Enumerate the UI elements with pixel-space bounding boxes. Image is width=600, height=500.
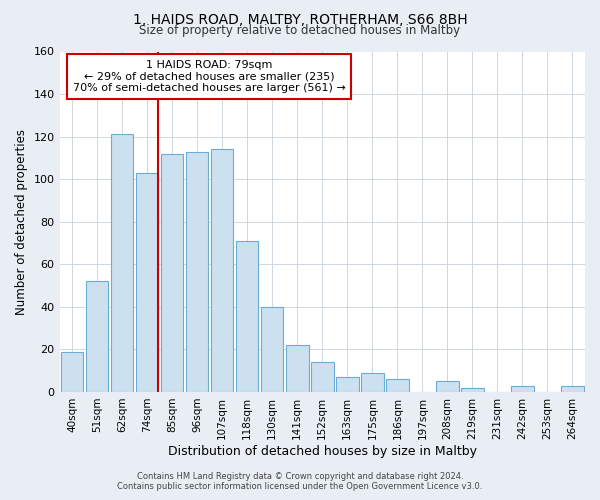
Bar — [86, 282, 109, 392]
Bar — [436, 382, 458, 392]
Bar — [136, 173, 158, 392]
Bar — [461, 388, 484, 392]
Bar — [211, 150, 233, 392]
Bar — [161, 154, 184, 392]
Bar — [311, 362, 334, 392]
Bar — [386, 379, 409, 392]
Bar — [336, 377, 359, 392]
Text: 1 HAIDS ROAD: 79sqm
← 29% of detached houses are smaller (235)
70% of semi-detac: 1 HAIDS ROAD: 79sqm ← 29% of detached ho… — [73, 60, 346, 93]
Text: 1, HAIDS ROAD, MALTBY, ROTHERHAM, S66 8BH: 1, HAIDS ROAD, MALTBY, ROTHERHAM, S66 8B… — [133, 12, 467, 26]
Bar — [186, 152, 208, 392]
Bar — [561, 386, 584, 392]
Y-axis label: Number of detached properties: Number of detached properties — [15, 128, 28, 314]
Bar — [236, 241, 259, 392]
Text: Contains HM Land Registry data © Crown copyright and database right 2024.
Contai: Contains HM Land Registry data © Crown c… — [118, 472, 482, 491]
X-axis label: Distribution of detached houses by size in Maltby: Distribution of detached houses by size … — [168, 444, 477, 458]
Bar — [61, 352, 83, 392]
Bar — [511, 386, 534, 392]
Bar — [361, 373, 383, 392]
Bar — [286, 345, 308, 392]
Bar — [111, 134, 133, 392]
Bar — [261, 307, 283, 392]
Text: Size of property relative to detached houses in Maltby: Size of property relative to detached ho… — [139, 24, 461, 37]
